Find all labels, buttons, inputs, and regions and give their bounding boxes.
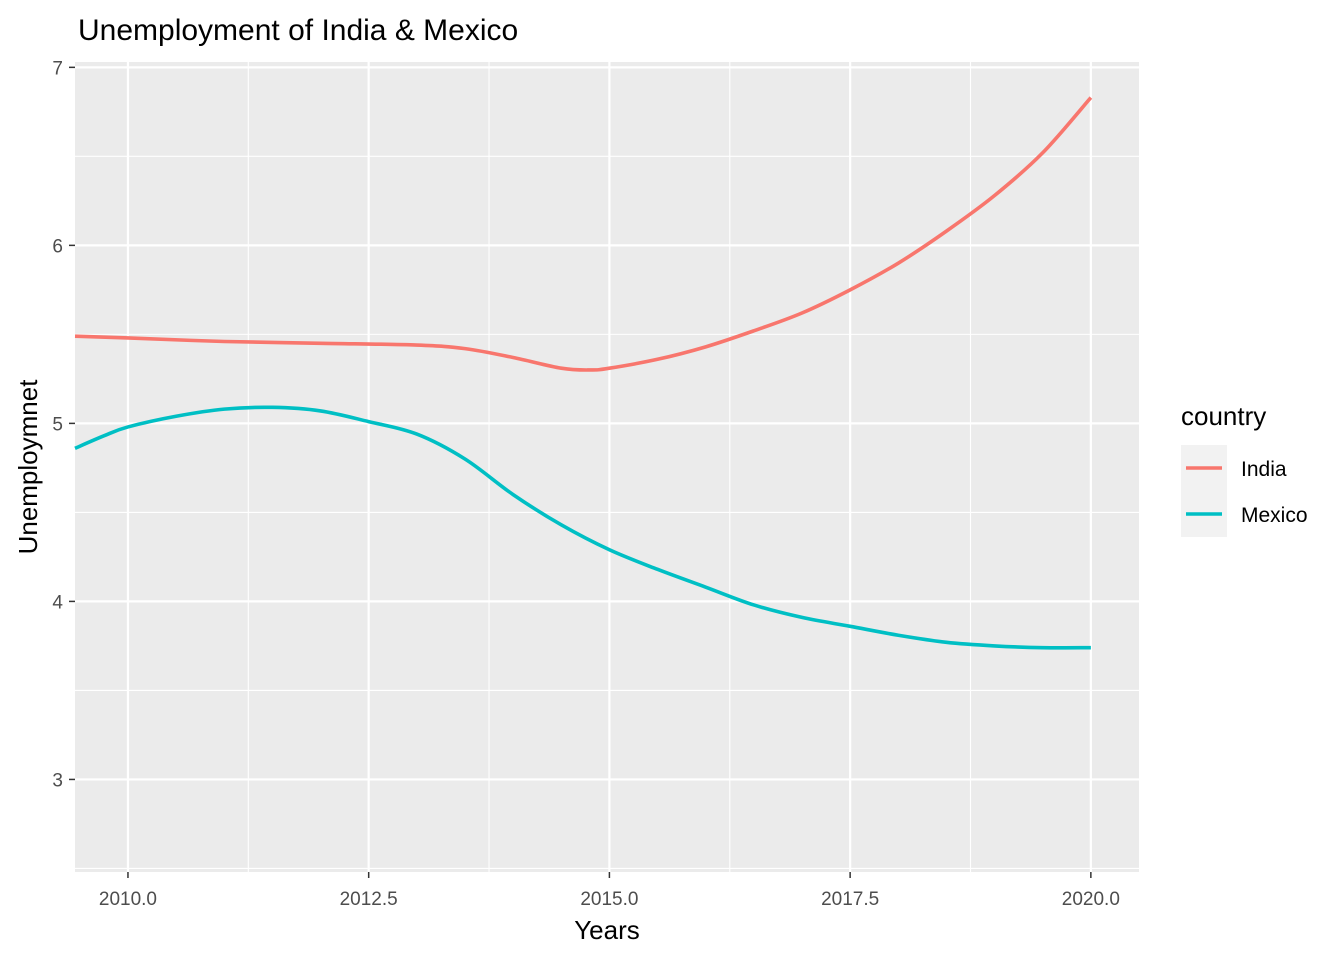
- x-tick-label: 2020.0: [1062, 889, 1120, 910]
- x-axis: 2010.0 2012.5 2015.0 2017.5 2020.0: [99, 872, 1120, 910]
- series-layer: [74, 96, 1093, 650]
- y-tick-label: 3: [52, 770, 63, 791]
- y-tick-label: 7: [52, 58, 63, 79]
- series-line-india: [74, 96, 1093, 372]
- x-tick-label: 2012.5: [340, 889, 398, 910]
- x-tick-label: 2017.5: [821, 889, 879, 910]
- y-tick-label: 4: [52, 592, 63, 613]
- legend: country India Mexico: [1181, 401, 1308, 537]
- y-tick-label: 5: [52, 414, 63, 435]
- legend-label-mexico: Mexico: [1241, 504, 1308, 527]
- y-axis: 3 4 5 6 7: [52, 58, 75, 791]
- plot-panel: [75, 62, 1139, 872]
- legend-items: India Mexico: [1181, 445, 1308, 537]
- minor-gridlines: [75, 62, 1139, 872]
- x-tick-label: 2010.0: [99, 889, 157, 910]
- x-axis-title: Years: [574, 915, 640, 945]
- legend-title: country: [1181, 401, 1266, 431]
- legend-label-india: India: [1241, 458, 1287, 481]
- series-line-mexico: [74, 405, 1091, 650]
- y-tick-label: 6: [52, 236, 63, 257]
- y-axis-title: Unemploymnet: [13, 379, 43, 555]
- chart-title: Unemployment of India & Mexico: [78, 14, 518, 47]
- major-gridlines: [75, 62, 1139, 872]
- x-tick-label: 2015.0: [580, 889, 638, 910]
